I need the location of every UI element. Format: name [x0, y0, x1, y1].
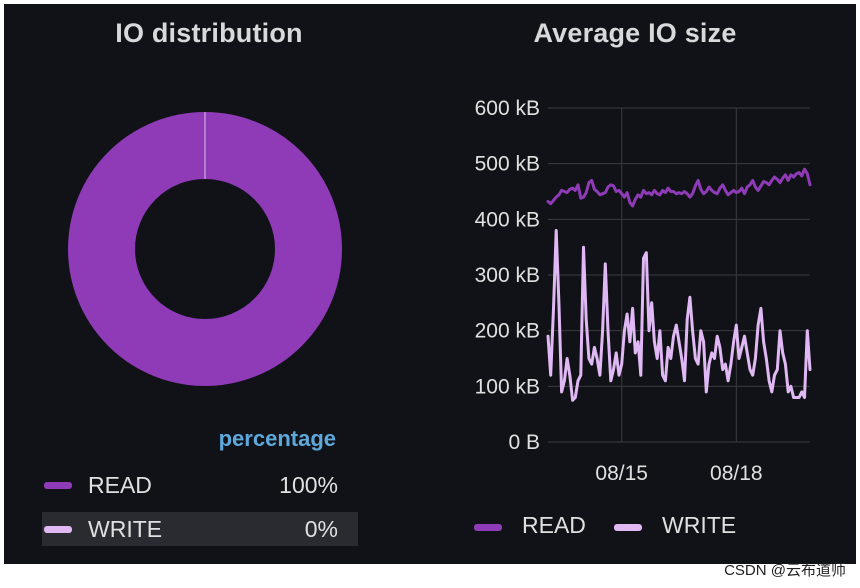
legend-label: WRITE [88, 516, 163, 542]
read-swatch [474, 524, 502, 531]
donut-chart [68, 112, 342, 386]
legend-item-write[interactable]: WRITE 0% [42, 512, 358, 546]
x-tick-label: 08/15 [595, 462, 648, 485]
y-tick-label: 100 kB [475, 375, 540, 398]
y-tick-label: 200 kB [475, 320, 540, 343]
write-swatch [44, 526, 72, 533]
line-chart: 0 B 100 kB 200 kB 300 kB 400 kB 500 kB 600 kB 0… [475, 97, 812, 485]
series-line-write [546, 229, 812, 402]
avg-io-size-panel: Average IO size 0 B 100 kB 200 kB 300 kB 400… [414, 4, 856, 564]
y-tick-label: 0 B [508, 431, 540, 454]
io-distribution-panel: IO distribution percentage READ 100% WRI… [4, 4, 414, 564]
legend-item-read[interactable]: READ [474, 512, 614, 542]
series-line-read [546, 167, 812, 208]
y-tick-label: 600 kB [475, 97, 540, 120]
x-tick-label: 08/18 [710, 462, 763, 485]
y-tick-label: 300 kB [475, 264, 540, 287]
legend-label: READ [88, 472, 152, 498]
panel-title: IO distribution [115, 18, 303, 48]
read-swatch [44, 482, 72, 489]
dashboard: IO distribution percentage READ 100% WRI… [4, 4, 856, 564]
legend-value: 0% [304, 516, 338, 542]
legend-item-write[interactable]: WRITE [614, 512, 774, 542]
legend-value: 100% [279, 472, 338, 498]
panel-title: Average IO size [533, 18, 737, 48]
y-tick-label: 500 kB [475, 153, 540, 176]
legend-header[interactable]: percentage [218, 426, 336, 451]
legend-item-read[interactable]: READ 100% [42, 468, 358, 502]
legend-label: WRITE [662, 512, 737, 538]
y-tick-label: 400 kB [475, 208, 540, 231]
legend-label: READ [522, 512, 586, 538]
watermark: CSDN @云布道师 [724, 562, 846, 579]
write-swatch [614, 524, 642, 531]
